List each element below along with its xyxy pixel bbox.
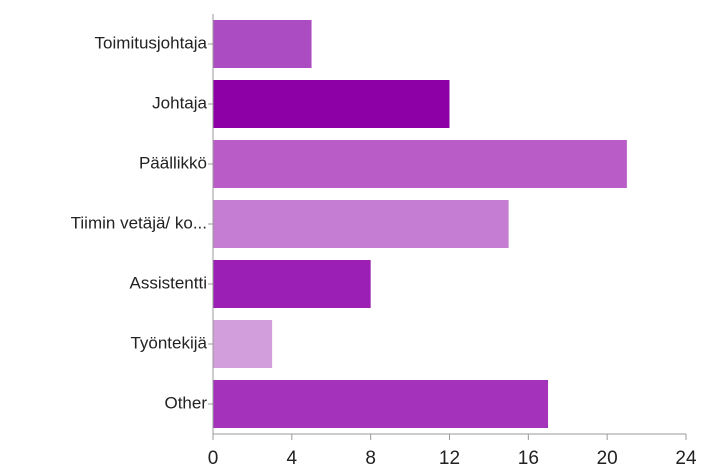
bar — [213, 200, 509, 248]
x-tick-label: 0 — [208, 448, 219, 469]
x-tick-label: 16 — [518, 448, 539, 469]
y-tick-label: Työntekijä — [130, 333, 207, 352]
y-tick-label: Tiimin vetäjä/ ko... — [71, 213, 207, 232]
bar — [213, 20, 312, 68]
x-tick-label: 20 — [597, 448, 618, 469]
x-tick-label: 8 — [365, 448, 376, 469]
x-tick-label: 4 — [287, 448, 298, 469]
bar — [213, 320, 273, 368]
bar — [213, 140, 627, 188]
y-tick-label: Johtaja — [152, 93, 207, 112]
x-tick-label: 12 — [439, 448, 460, 469]
y-tick-label: Other — [164, 393, 207, 412]
y-tick-label: Toimitusjohtaja — [95, 33, 208, 52]
y-tick-label: Assistentti — [130, 273, 207, 292]
bar — [213, 80, 450, 128]
y-tick-label: Päällikkö — [139, 153, 207, 172]
bar — [213, 380, 549, 428]
bar — [213, 260, 371, 308]
x-tick-label: 24 — [675, 448, 697, 469]
